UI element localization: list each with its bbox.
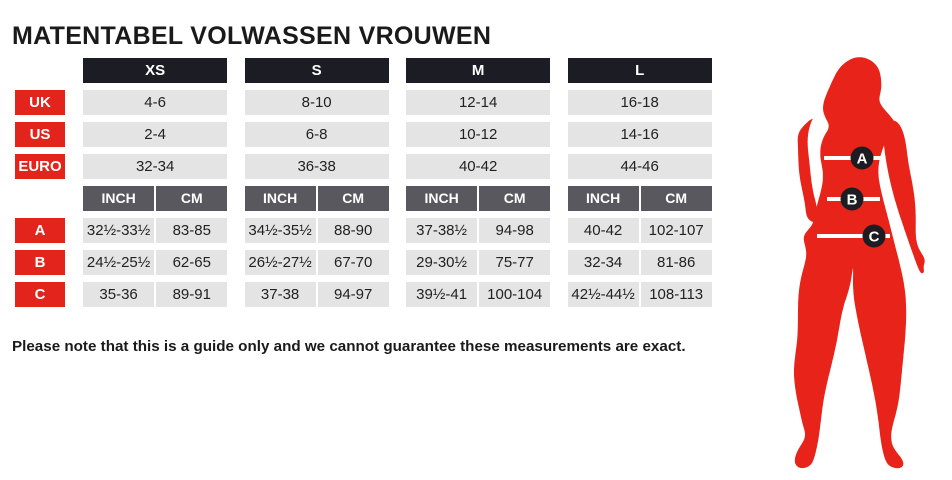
- svg-text:C: C: [869, 229, 880, 246]
- svg-text:A: A: [857, 151, 868, 168]
- svg-text:B: B: [847, 192, 858, 209]
